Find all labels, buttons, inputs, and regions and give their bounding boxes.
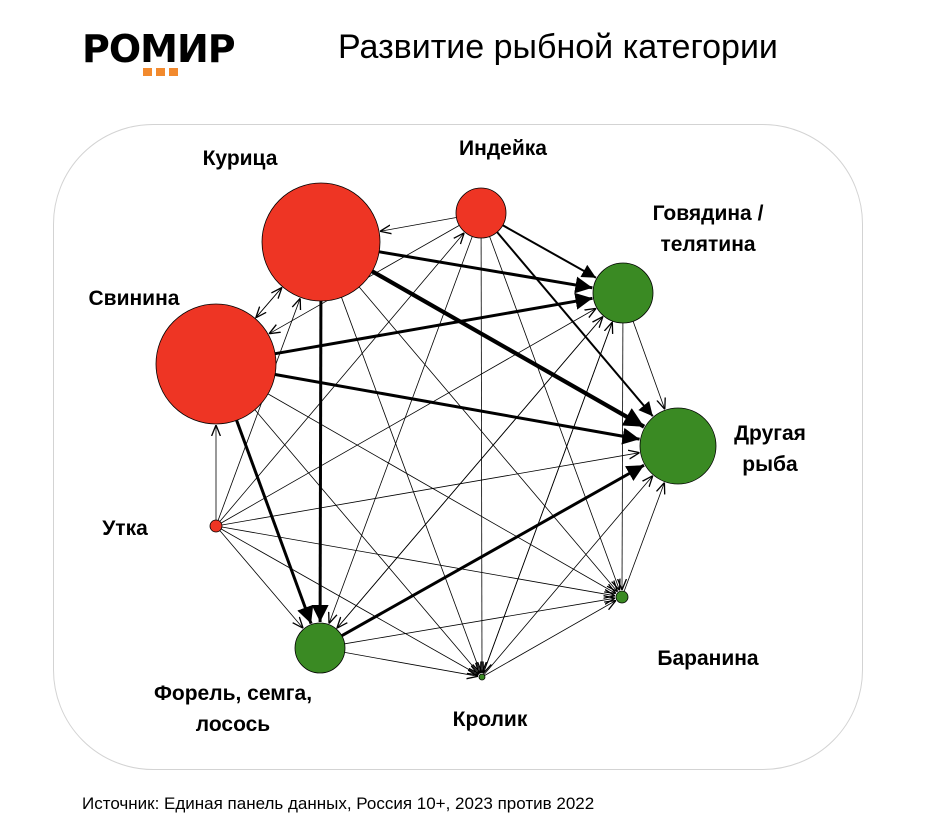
edge-turkey-to-lamb [489,236,620,591]
node-other_fish [639,407,717,485]
node-chicken [261,182,381,302]
edge-duck-to-chicken [217,298,300,521]
diagram-panel [53,124,863,770]
node-lamb [615,590,629,604]
edge-turkey-to-chicken [380,217,457,232]
edge-duck-to-rabbit [221,528,478,675]
edge-rabbit-to-beef [482,322,612,675]
edge-pork-to-chicken [254,288,282,319]
node-label-lamb: Баранина [657,647,759,670]
node-label-line: Говядина / [653,202,764,225]
edge-chicken-to-beef [378,250,593,294]
logo-text: РОМИР [82,27,236,71]
source-note: Источник: Единая панель данных, Россия 1… [82,794,595,813]
edge-turkey-to-trout [329,236,473,623]
edge-beef-to-other_fish [632,321,665,409]
node-label-trout: Форель, семга, лосось [154,682,312,736]
node-label-line: рыба [742,453,798,476]
edge-lamb-to-other_fish [623,483,664,592]
logo-dots [143,68,178,76]
edge-duck-to-lamb [221,526,615,596]
node-label-rabbit: Кролик [453,708,528,731]
node-beef [592,262,654,324]
edges-layer [216,217,665,677]
edge-duck-to-trout [219,530,303,629]
edge-trout-to-other_fish [341,463,645,638]
edge-trout-to-rabbit [344,652,479,676]
edge-duck-to-other_fish [221,453,640,526]
node-label-line: лосось [196,713,271,736]
node-duck [209,519,223,533]
edge-turkey-to-rabbit [481,237,482,673]
edge-turkey-to-other_fish [496,231,654,417]
edge-chicken-to-lamb [358,286,617,592]
node-label-line: Свинина [89,287,180,310]
node-label-line: Утка [102,517,148,540]
node-label-line: Курица [203,147,278,170]
node-label-line: Другая [734,422,806,445]
edge-pork-to-rabbit [254,409,480,674]
edge-chicken-to-trout [311,300,329,623]
node-label-line: Форель, семга, [154,682,312,705]
node-label-turkey: Индейка [459,137,547,160]
edge-beef-to-lamb [622,322,623,590]
edge-pork-to-beef [274,292,593,356]
node-label-other_fish: Другая рыба [734,422,806,476]
edge-pork-to-lamb [267,393,616,594]
edge-duck-to-turkey [219,233,464,522]
edge-pork-to-other_fish [274,373,640,445]
node-turkey [455,187,507,239]
node-label-line: Баранина [657,647,759,670]
edge-turkey-to-beef [502,224,597,279]
romir-logo: РОМИР [82,30,257,80]
node-label-duck: Утка [102,517,148,540]
edge-pork-to-trout [235,419,314,625]
edge-trout-to-beef [335,317,603,630]
edge-chicken-to-rabbit [341,297,481,673]
node-pork [155,303,277,425]
node-label-beef: Говядина / телятина [653,202,764,256]
edge-rabbit-to-lamb [484,601,616,676]
edge-duck-to-beef [221,308,596,524]
node-label-line: телятина [660,233,755,256]
nodes-layer: Курица Индейка Говядина / телятина Свинина Др… [89,137,806,736]
edge-chicken-to-other_fish [371,269,646,429]
edge-trout-to-lamb [344,598,615,645]
node-label-line: Кролик [453,708,528,731]
node-label-line: Индейка [459,137,547,160]
node-label-chicken: Курица [203,147,278,170]
edge-rabbit-to-other_fish [483,476,653,675]
page-title: Развитие рыбной категории [338,28,778,66]
node-trout [294,622,346,674]
node-label-pork: Свинина [89,287,180,310]
node-rabbit [478,673,486,681]
